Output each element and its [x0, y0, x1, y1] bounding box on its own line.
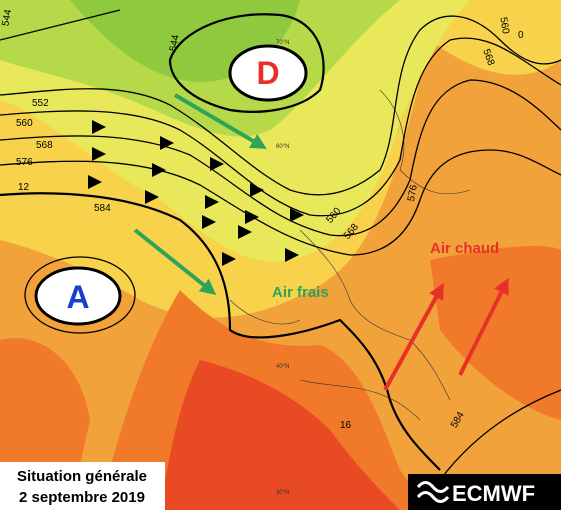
- contour-label: 544: [168, 34, 182, 53]
- low-label: D: [256, 55, 279, 91]
- latitude-label: 40°N: [276, 364, 289, 370]
- contour: [0, 9, 561, 481]
- low-pressure-marker: [228, 44, 308, 102]
- contour: [0, 37, 561, 217]
- high-label: A: [66, 279, 89, 315]
- contour-label: 0: [518, 30, 524, 41]
- hot-zone: [160, 360, 400, 510]
- contour-label: 16: [340, 420, 352, 431]
- airflow-arrows: [133, 93, 509, 391]
- high-pressure-marker: [34, 266, 122, 326]
- contour-label: 568: [36, 140, 53, 151]
- cold-air-label: Air frais: [272, 284, 329, 301]
- logo-icon: [416, 481, 450, 503]
- contour-label: 544: [0, 8, 14, 27]
- contour-label: 576: [16, 157, 33, 168]
- contour-label: 552: [32, 98, 49, 109]
- contour: [24, 256, 136, 334]
- contour: [0, 149, 561, 256]
- caption-box: [0, 462, 165, 510]
- caption-date: 2 septembre 2019: [19, 489, 145, 506]
- logo-text: ECMWF: [452, 481, 535, 506]
- logo-box: [408, 474, 561, 510]
- flow-markers: [88, 120, 304, 266]
- contour-label: 576: [406, 184, 420, 203]
- contour-label: 560: [16, 118, 33, 129]
- contour: [0, 79, 561, 237]
- contour-label: 12: [18, 182, 30, 193]
- latitude-label: 70°N: [276, 40, 289, 46]
- warm-zone-east: [430, 245, 561, 420]
- contour-label: 560: [497, 16, 511, 35]
- caption-title: Situation générale: [17, 468, 147, 485]
- coastline: [229, 89, 471, 421]
- warm-air-label: Air chaud: [430, 240, 499, 257]
- contour-label: 584: [94, 203, 111, 214]
- contour-bold: [168, 13, 325, 113]
- contour-bold: [0, 192, 441, 471]
- latitude-label: 60°N: [276, 144, 289, 150]
- contour: [0, 15, 561, 196]
- latitude-label: 30°N: [276, 490, 289, 496]
